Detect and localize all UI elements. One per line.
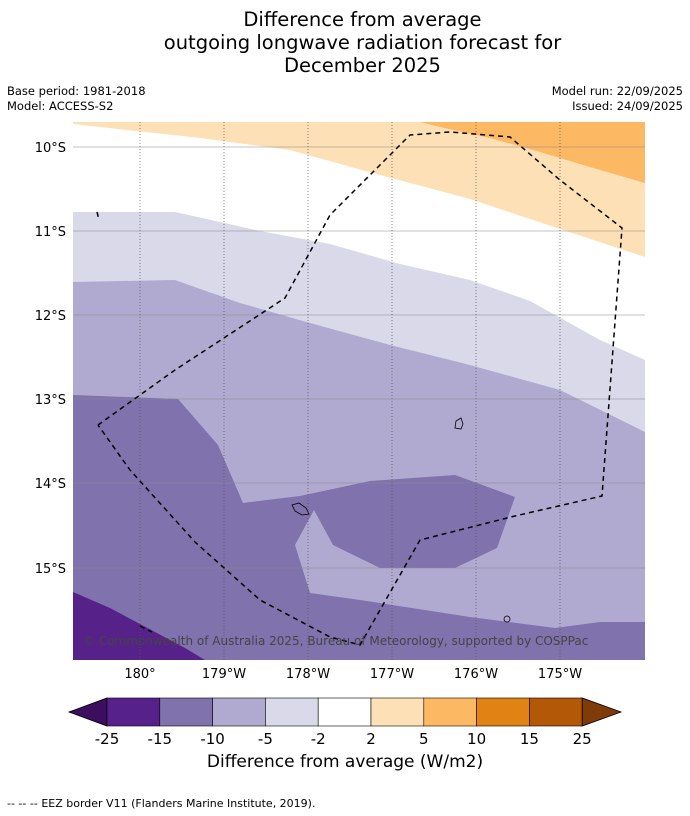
colorbar-tick-label: -10	[200, 730, 225, 748]
contour-plus2-band	[73, 122, 645, 257]
colorbar-segment	[212, 697, 266, 727]
colorbar-segment	[423, 697, 477, 727]
lon-tick-label: 180°	[124, 667, 155, 682]
model-name: Model: ACCESS-S2	[7, 99, 114, 113]
colorbar-segment	[529, 697, 583, 727]
eez-legend-symbol: -- -- --	[7, 797, 38, 810]
lon-tick-label: 176°W	[454, 667, 498, 682]
latitude-labels: 10°S 11°S 12°S 13°S 14°S 15°S	[35, 141, 66, 577]
title-line-1: Difference from average	[243, 8, 482, 31]
colorbar-tick-label: 2	[366, 730, 376, 748]
lat-tick-label: 11°S	[35, 225, 66, 240]
eez-border	[139, 625, 153, 633]
issued-date: Issued: 24/09/2025	[572, 99, 683, 113]
lat-tick-label: 12°S	[35, 309, 66, 324]
base-period: Base period: 1981-2018	[7, 84, 146, 98]
graticule	[73, 122, 645, 660]
colorbar-high-extend	[581, 697, 623, 727]
lon-tick-label: 175°W	[538, 667, 582, 682]
colorbar-low-extend	[67, 697, 108, 727]
island-1	[454, 417, 464, 430]
eez-border	[97, 131, 623, 646]
chart-title: Difference from average outgoing longwav…	[0, 8, 690, 77]
lon-tick-label: 178°W	[286, 667, 330, 682]
island-2	[291, 502, 310, 516]
colorbar-tick-label: 25	[573, 730, 592, 748]
colorbar-tick-label: -2	[311, 730, 326, 748]
colorbar-segment	[159, 697, 213, 727]
colorbar-tick-label: 10	[467, 730, 486, 748]
colorbar-tick-label: -15	[148, 730, 173, 748]
title-line-3: December 2025	[284, 54, 441, 77]
contour-minus10-region	[73, 395, 645, 660]
lat-tick-label: 10°S	[35, 141, 66, 156]
map-plot-area	[73, 122, 645, 660]
meta-right: Model run: 22/09/2025 Issued: 24/09/2025	[552, 84, 683, 114]
colorbar-label: Difference from average (W/m2)	[206, 752, 484, 772]
colorbar-tick-label: -25	[95, 730, 120, 748]
longitude-labels: 180° 179°W 178°W 177°W 176°W 175°W	[124, 667, 582, 682]
colorbar-tick-label: 5	[419, 730, 429, 748]
model-run: Model run: 22/09/2025	[551, 84, 683, 98]
eez-legend-text: EEZ border V11 (Flanders Marine Institut…	[41, 797, 316, 810]
footer-legend: -- -- -- EEZ border V11 (Flanders Marine…	[7, 797, 315, 810]
lon-tick-label: 179°W	[202, 667, 246, 682]
colorbar-tick-label: -5	[258, 730, 273, 748]
eez-border	[96, 211, 100, 221]
lat-tick-label: 14°S	[35, 477, 66, 492]
island-3	[503, 615, 511, 623]
contour-plus5-band	[420, 122, 645, 183]
colorbar-tick-label: 15	[520, 730, 539, 748]
meta-left: Base period: 1981-2018 Model: ACCESS-S2	[7, 84, 146, 114]
colorbar-segment	[370, 697, 425, 727]
lon-tick-label: 177°W	[370, 667, 414, 682]
colorbar-segment	[265, 697, 319, 727]
lat-tick-label: 15°S	[35, 562, 66, 577]
copyright-notice: © Commonwealth of Australia 2025, Bureau…	[83, 634, 588, 648]
colorbar: -25 -15 -10 -5 -2 2 5 10 15 25	[67, 697, 623, 748]
lat-tick-label: 13°S	[35, 393, 66, 408]
contour-minus15-region	[73, 592, 205, 660]
colorbar-segment	[106, 697, 161, 727]
colorbar-segment	[317, 697, 372, 727]
title-line-2: outgoing longwave radiation forecast for	[163, 31, 562, 54]
colorbar-segment	[476, 697, 530, 727]
